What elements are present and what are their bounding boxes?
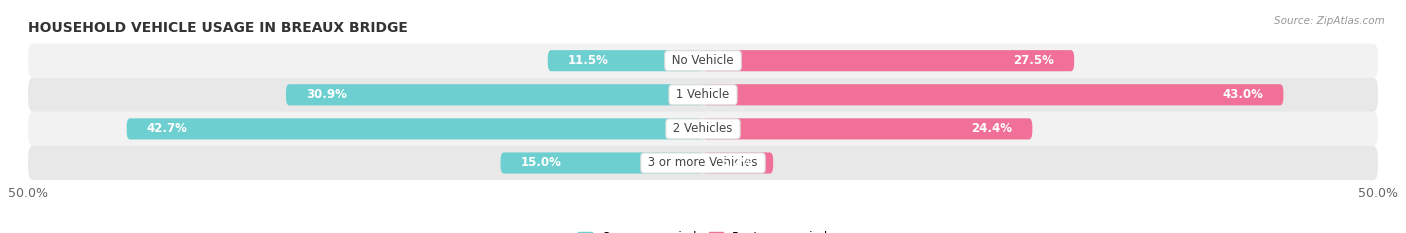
Text: 30.9%: 30.9% [307, 88, 347, 101]
FancyBboxPatch shape [703, 84, 1284, 105]
FancyBboxPatch shape [501, 152, 703, 174]
FancyBboxPatch shape [127, 118, 703, 140]
FancyBboxPatch shape [28, 44, 1378, 78]
Text: 1 Vehicle: 1 Vehicle [672, 88, 734, 101]
Text: HOUSEHOLD VEHICLE USAGE IN BREAUX BRIDGE: HOUSEHOLD VEHICLE USAGE IN BREAUX BRIDGE [28, 21, 408, 35]
FancyBboxPatch shape [28, 112, 1378, 146]
FancyBboxPatch shape [703, 152, 773, 174]
FancyBboxPatch shape [703, 50, 1074, 71]
Text: 27.5%: 27.5% [1014, 54, 1054, 67]
FancyBboxPatch shape [548, 50, 703, 71]
Text: 2 Vehicles: 2 Vehicles [669, 122, 737, 135]
Text: 43.0%: 43.0% [1222, 88, 1263, 101]
FancyBboxPatch shape [28, 78, 1378, 112]
Text: 24.4%: 24.4% [972, 122, 1012, 135]
Text: 42.7%: 42.7% [146, 122, 188, 135]
Legend: Owner-occupied, Renter-occupied: Owner-occupied, Renter-occupied [572, 226, 834, 233]
Text: 15.0%: 15.0% [520, 157, 561, 169]
FancyBboxPatch shape [28, 146, 1378, 180]
Text: Source: ZipAtlas.com: Source: ZipAtlas.com [1274, 16, 1385, 26]
Text: 11.5%: 11.5% [568, 54, 609, 67]
FancyBboxPatch shape [285, 84, 703, 105]
Text: No Vehicle: No Vehicle [668, 54, 738, 67]
Text: 3 or more Vehicles: 3 or more Vehicles [644, 157, 762, 169]
Text: 5.2%: 5.2% [720, 157, 754, 169]
FancyBboxPatch shape [703, 118, 1032, 140]
